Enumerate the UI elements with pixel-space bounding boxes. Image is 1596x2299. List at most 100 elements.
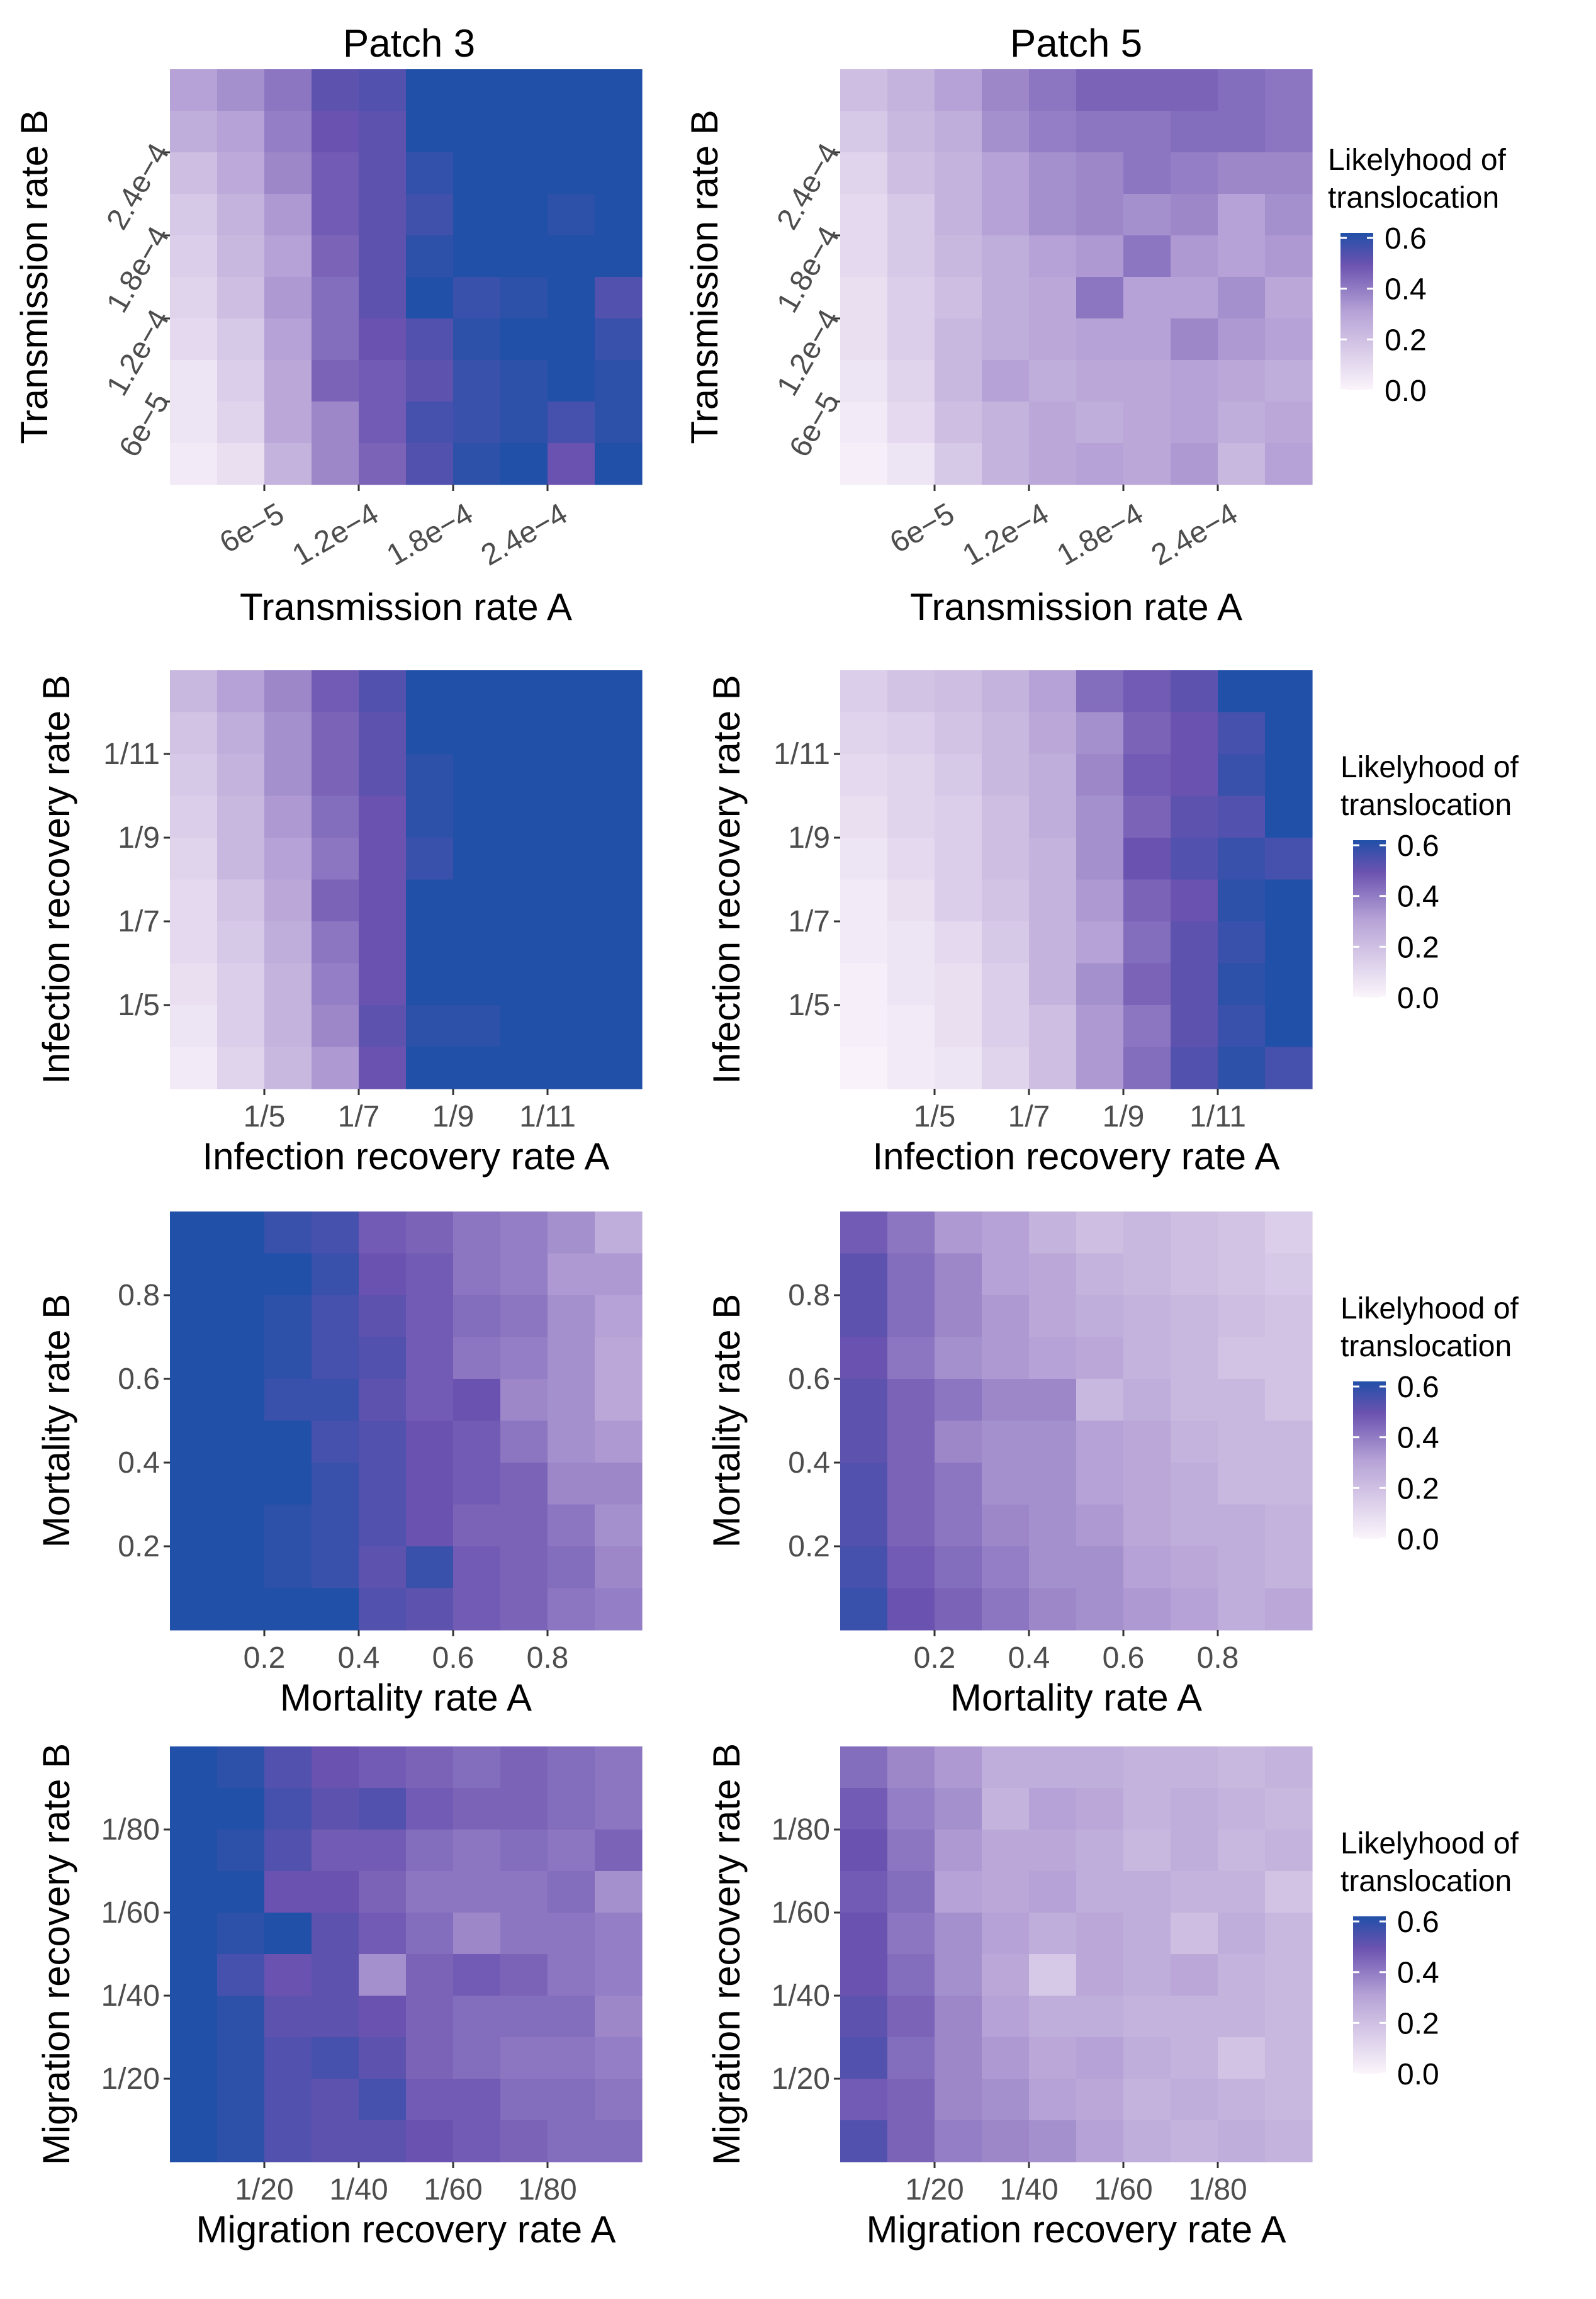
heatmap-cell	[935, 1005, 982, 1048]
heatmap-cell	[453, 111, 501, 153]
heatmap-cell	[406, 1546, 454, 1589]
heatmap-cell	[935, 2120, 982, 2162]
heatmap-cell	[1076, 2037, 1124, 2079]
heatmap-cell	[1218, 712, 1266, 755]
heatmap-cell	[217, 111, 265, 153]
heatmap-cell	[217, 1337, 265, 1380]
heatmap-cell	[170, 1746, 218, 1789]
x-tick-label: 0.4	[338, 1641, 380, 1675]
heatmap-cell	[406, 1871, 454, 1913]
heatmap-cell	[217, 443, 265, 485]
heatmap-cell	[217, 712, 265, 755]
heatmap-cell	[1076, 1379, 1124, 1422]
heatmap-cell	[217, 1379, 265, 1422]
heatmap-cell	[1218, 670, 1266, 713]
heatmap-cell	[982, 1379, 1030, 1422]
heatmap-cell	[500, 111, 548, 153]
heatmap-cell	[887, 1420, 935, 1463]
heatmap-cell	[406, 2037, 454, 2079]
heatmap-cell	[887, 670, 935, 713]
heatmap-cell	[217, 1295, 265, 1338]
heatmap-cell	[548, 1047, 595, 1089]
heatmap-cell	[217, 795, 265, 838]
heatmap-cell	[548, 1211, 595, 1254]
heatmap-cell	[1171, 1379, 1218, 1422]
legend-tick-label: 0.0	[1397, 982, 1439, 1015]
heatmap-cell	[1076, 1463, 1124, 1505]
heatmap-cell	[935, 235, 982, 278]
heatmap-patch-5-transmission-rate: 6e−51.2e−41.8e−42.4e−42.4e−41.8e−41.2e−4…	[683, 69, 1313, 628]
heatmap-cell	[359, 318, 407, 361]
heatmap-cell	[1123, 712, 1171, 755]
x-tick-label: 1/60	[1094, 2173, 1152, 2206]
heatmap-cell	[1218, 2120, 1266, 2162]
heatmap-cell	[935, 111, 982, 153]
heatmap-cell	[264, 963, 312, 1006]
heatmap-cell	[359, 152, 407, 194]
y-axis-label: Infection recovery rate B	[35, 675, 77, 1084]
heatmap-cell	[1265, 1871, 1313, 1913]
heatmap-cell	[359, 111, 407, 153]
heatmap-cell	[312, 1463, 359, 1505]
x-tick-label: 0.6	[432, 1641, 475, 1675]
heatmap-cell	[935, 360, 982, 402]
heatmap-cell	[453, 277, 501, 319]
heatmap-cell	[500, 235, 548, 278]
heatmap-cell	[1123, 69, 1171, 111]
heatmap-cell	[935, 795, 982, 838]
heatmap-cell	[406, 69, 454, 111]
heatmap-cell	[935, 152, 982, 194]
legend-tick-label: 0.6	[1397, 1906, 1439, 1939]
heatmap-cell	[935, 712, 982, 755]
heatmap-cell	[887, 1379, 935, 1422]
heatmap-cell	[500, 670, 548, 713]
heatmap-cell	[1123, 1463, 1171, 1505]
heatmap-cell	[500, 795, 548, 838]
heatmap-cell	[500, 1337, 548, 1380]
heatmap-cell	[406, 1996, 454, 2038]
heatmap-cell	[548, 712, 595, 755]
x-tick-label: 6e−5	[884, 497, 960, 560]
heatmap-cell	[312, 1420, 359, 1463]
heatmap-cell	[982, 1337, 1030, 1380]
heatmap-cell	[935, 670, 982, 713]
heatmap-cell	[1076, 879, 1124, 922]
heatmap-cell	[406, 754, 454, 797]
heatmap-cell	[887, 754, 935, 797]
heatmap-cell	[840, 1746, 888, 1789]
heatmap-cell	[840, 1463, 888, 1505]
heatmap-cell	[840, 1588, 888, 1631]
heatmap-cell	[406, 921, 454, 964]
heatmap-cell	[170, 1211, 218, 1254]
heatmap-cell	[887, 152, 935, 194]
heatmap-cell	[264, 1253, 312, 1296]
heatmap-cell	[264, 1546, 312, 1589]
heatmap-cell	[264, 795, 312, 838]
heatmap-cell	[359, 1996, 407, 2038]
legend-tick-label: 0.4	[1397, 1957, 1439, 1990]
heatmap-cell	[1265, 1996, 1313, 2038]
heatmap-cell	[1265, 1379, 1313, 1422]
heatmap-cell	[1218, 1830, 1266, 1872]
heatmap-cell	[548, 2037, 595, 2079]
heatmap-cell	[1076, 2079, 1124, 2121]
heatmap-cell	[1029, 1504, 1077, 1547]
y-axis-label: Migration recovery rate B	[705, 1743, 748, 2165]
heatmap-cell	[359, 194, 407, 236]
heatmap-cell	[548, 879, 595, 922]
heatmap-cell	[1171, 1253, 1218, 1296]
heatmap-cell	[982, 152, 1030, 194]
heatmap-cell	[312, 1211, 359, 1254]
heatmap-cell	[1123, 194, 1171, 236]
heatmap-cell	[548, 360, 595, 402]
heatmap-cell	[406, 1005, 454, 1048]
x-tick-label: 6e−5	[214, 497, 289, 560]
heatmap-cell	[359, 2037, 407, 2079]
legend-tick-label: 0.2	[1397, 931, 1439, 964]
heatmap-cell	[170, 152, 218, 194]
heatmap-cell	[264, 754, 312, 797]
heatmap-cell	[1029, 1295, 1077, 1338]
heatmap-cell	[1218, 1546, 1266, 1589]
heatmap-cell	[406, 1830, 454, 1872]
heatmap-cell	[935, 1996, 982, 2038]
